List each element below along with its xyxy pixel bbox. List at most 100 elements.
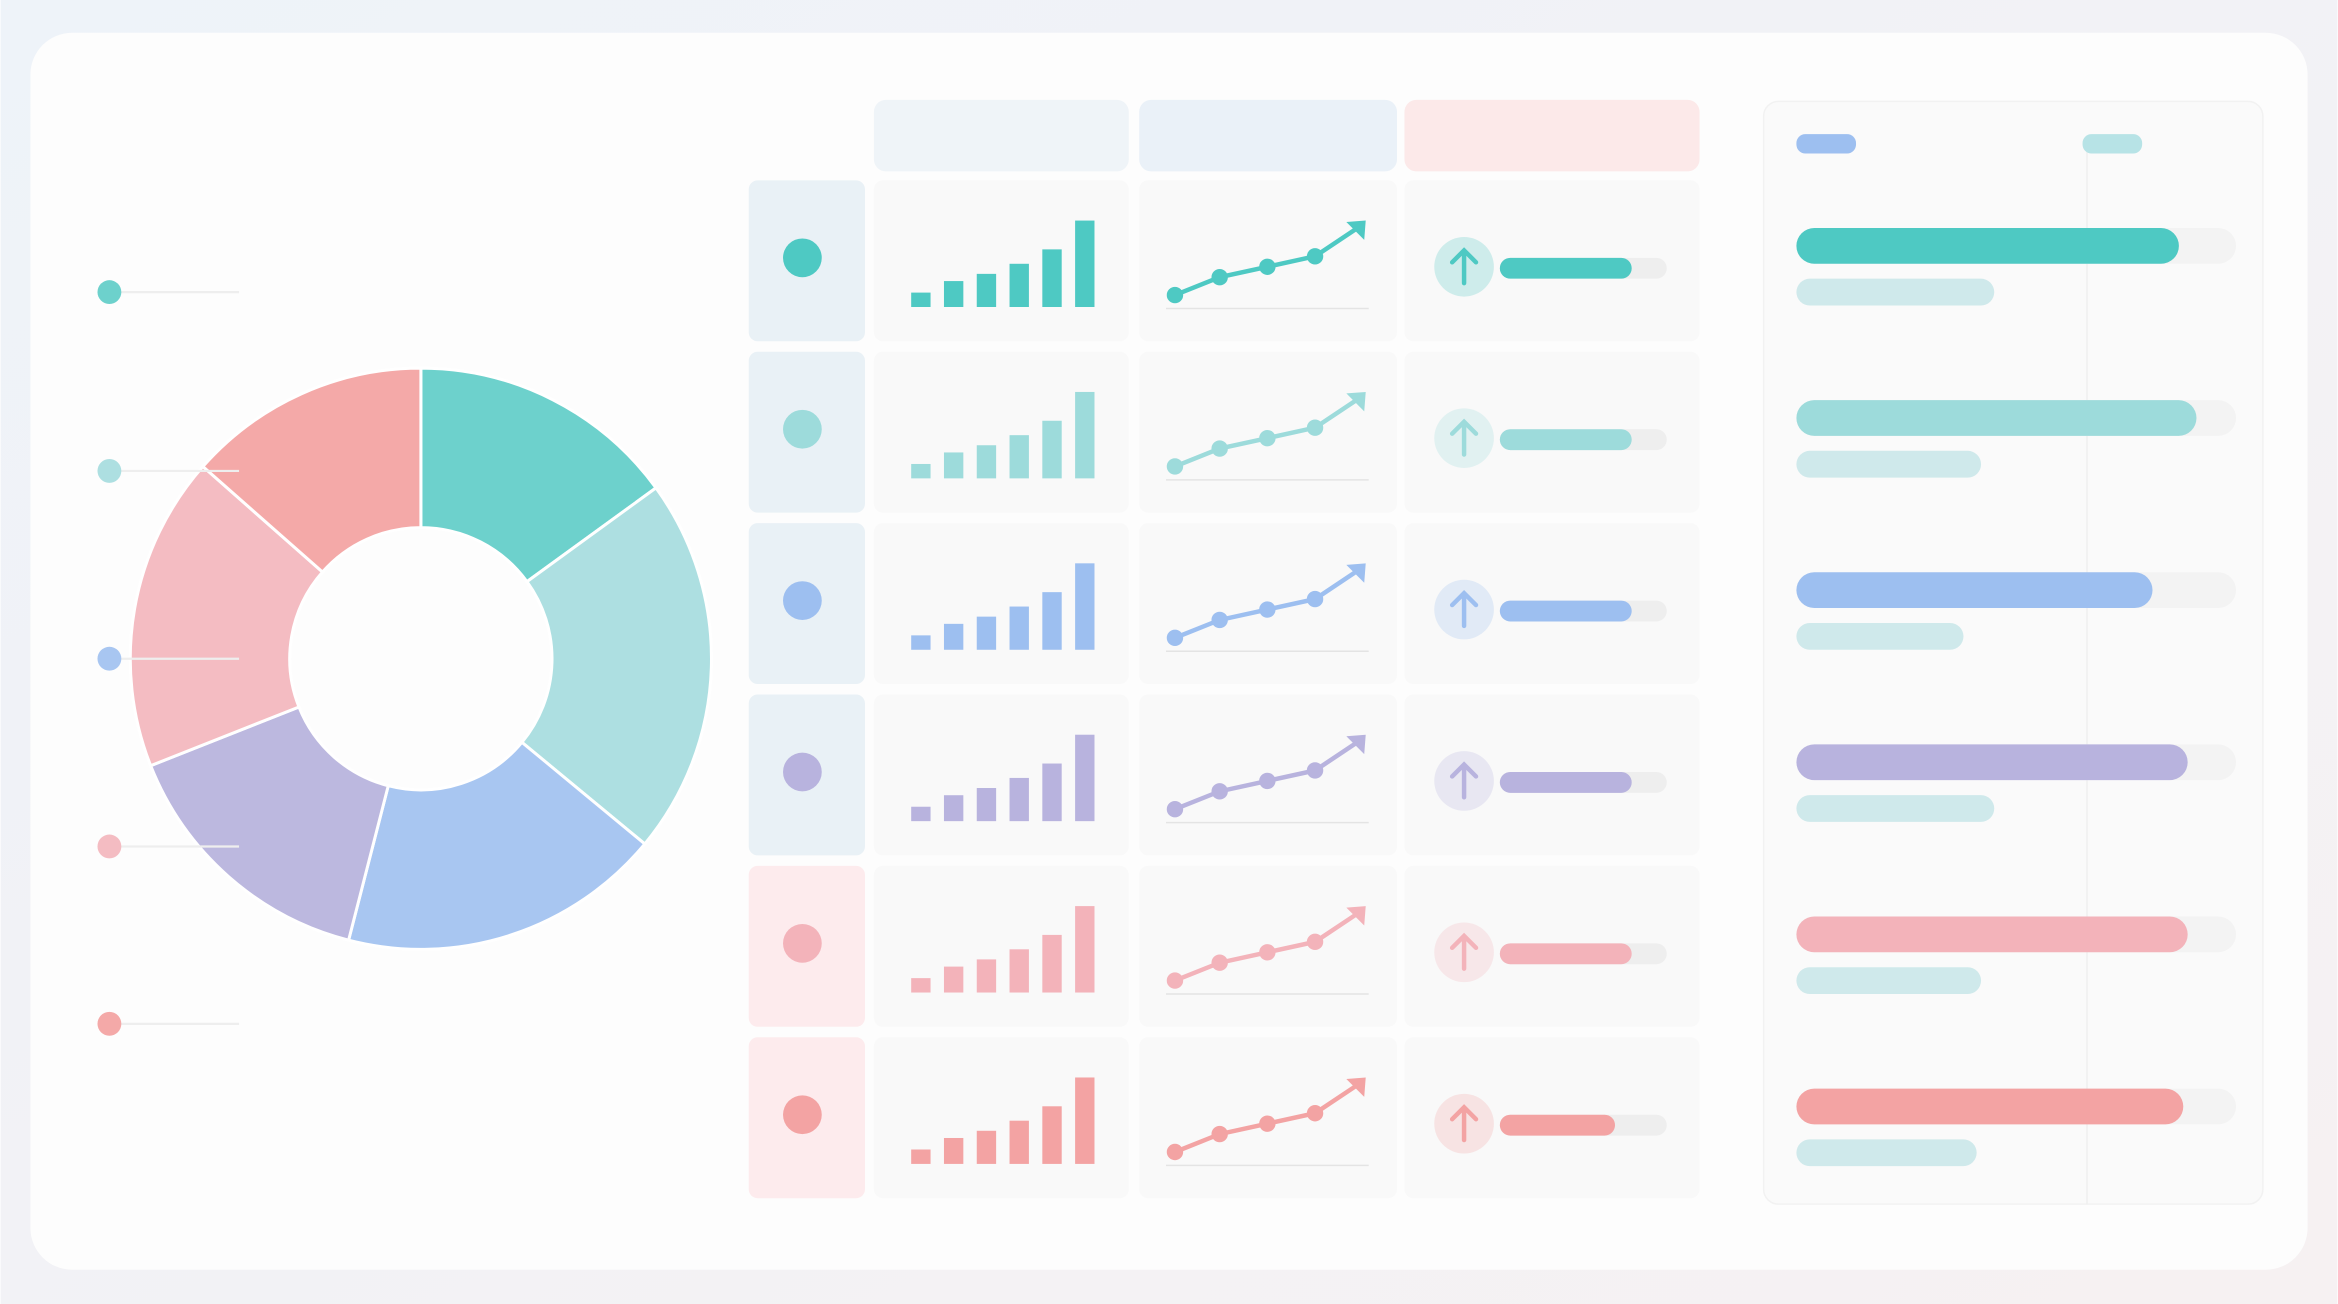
legend-dot bbox=[97, 834, 122, 859]
trend-point bbox=[1306, 933, 1324, 951]
mini-bar bbox=[911, 806, 931, 822]
row-icon bbox=[783, 238, 822, 278]
donut-segment bbox=[200, 366, 423, 575]
mini-bar bbox=[943, 795, 964, 822]
row-cell bbox=[873, 180, 1129, 342]
ranking-sub-bar bbox=[1796, 450, 1982, 478]
mini-bar bbox=[1042, 592, 1062, 650]
header-cell bbox=[1404, 99, 1700, 172]
ranking-sub-bar bbox=[1796, 1139, 1977, 1167]
mini-bar bbox=[976, 445, 997, 479]
trend-point bbox=[1306, 1105, 1324, 1122]
progress-fill bbox=[1499, 600, 1632, 622]
trend-point bbox=[1211, 611, 1228, 629]
trend-point bbox=[1211, 954, 1228, 971]
progress-fill bbox=[1499, 257, 1632, 279]
mini-bar bbox=[1009, 949, 1029, 993]
mini-bar bbox=[976, 273, 997, 307]
progress-arrow bbox=[1449, 1104, 1479, 1143]
trend-arrow bbox=[1346, 1077, 1366, 1097]
mini-bar bbox=[943, 623, 964, 650]
mini-bar bbox=[1009, 606, 1029, 650]
progress-arrow bbox=[1449, 932, 1479, 971]
ranking-bar bbox=[1796, 1088, 2184, 1125]
ranking-sub-bar bbox=[1796, 795, 1995, 822]
ranking-bar bbox=[1796, 744, 2188, 781]
trend-point bbox=[1166, 801, 1184, 818]
trend-point bbox=[1211, 440, 1228, 457]
trend-arrow bbox=[1346, 563, 1366, 583]
donut-segment bbox=[128, 464, 325, 768]
mini-bar bbox=[1075, 220, 1095, 307]
mini-bar bbox=[1075, 563, 1095, 650]
mini-bar bbox=[1042, 420, 1062, 479]
trend-point bbox=[1259, 1115, 1276, 1132]
trend-point bbox=[1259, 429, 1276, 447]
trend-point bbox=[1211, 783, 1228, 800]
legend-dot bbox=[97, 646, 122, 671]
trend-point bbox=[1306, 419, 1324, 436]
mini-bar bbox=[976, 616, 997, 650]
mini-bar bbox=[1075, 734, 1095, 822]
ranking-bar bbox=[1796, 228, 2179, 264]
trend-point bbox=[1166, 972, 1184, 989]
mini-bar bbox=[1075, 391, 1095, 479]
mini-bar bbox=[911, 978, 931, 993]
mini-bar bbox=[1042, 1106, 1062, 1164]
progress-fill bbox=[1499, 1114, 1616, 1136]
mini-bar bbox=[1009, 435, 1029, 479]
mini-bar bbox=[976, 959, 997, 993]
trend-point bbox=[1211, 268, 1228, 286]
header-cell bbox=[1139, 99, 1398, 172]
mini-bar bbox=[943, 966, 964, 993]
row-icon bbox=[783, 1095, 822, 1135]
legend-dot bbox=[97, 280, 122, 305]
row-cell bbox=[873, 694, 1129, 856]
progress-arrow bbox=[1449, 761, 1479, 800]
mini-bar bbox=[943, 452, 964, 479]
row-cell bbox=[873, 523, 1129, 685]
trend-point bbox=[1166, 629, 1184, 647]
trend-point bbox=[1166, 458, 1184, 475]
header-cell bbox=[873, 99, 1129, 172]
ranking-sub-bar bbox=[1796, 278, 1995, 306]
header-chip bbox=[2082, 134, 2143, 154]
ranking-sub-bar bbox=[1796, 967, 1982, 995]
progress-arrow bbox=[1449, 589, 1479, 629]
trend-arrow bbox=[1346, 906, 1366, 926]
trend-point bbox=[1259, 772, 1276, 790]
mini-bar bbox=[1042, 763, 1062, 822]
row-icon bbox=[783, 581, 822, 620]
trend-point bbox=[1306, 248, 1324, 265]
mini-bar bbox=[943, 281, 964, 307]
progress-fill bbox=[1499, 943, 1632, 965]
donut-segment bbox=[519, 485, 713, 847]
progress-fill bbox=[1499, 429, 1632, 451]
donut-segment bbox=[419, 366, 659, 584]
mini-bar bbox=[943, 1137, 964, 1164]
trend-point bbox=[1166, 286, 1184, 304]
ranking-panel bbox=[1762, 100, 2264, 1205]
mini-bar bbox=[911, 1149, 931, 1164]
trend-arrow bbox=[1346, 391, 1366, 412]
mini-bar bbox=[1042, 934, 1062, 993]
trend-point bbox=[1259, 258, 1276, 275]
row-icon bbox=[783, 409, 822, 449]
mini-bar bbox=[1075, 906, 1095, 993]
row-cell bbox=[873, 351, 1129, 513]
donut-segment bbox=[346, 740, 647, 951]
mini-bar bbox=[1075, 1077, 1095, 1164]
mini-bar bbox=[911, 635, 931, 650]
row-cell bbox=[873, 865, 1129, 1027]
row-icon bbox=[783, 923, 822, 963]
trend-point bbox=[1306, 590, 1324, 608]
mini-bar bbox=[1009, 263, 1029, 307]
ranking-bar bbox=[1796, 400, 2197, 436]
mini-bar bbox=[976, 1130, 997, 1164]
progress-arrow bbox=[1449, 247, 1479, 286]
mini-bar bbox=[976, 788, 997, 822]
mini-bar bbox=[911, 292, 931, 307]
trend-point bbox=[1259, 944, 1276, 961]
mini-bar bbox=[1009, 1120, 1029, 1164]
donut-segment bbox=[148, 705, 391, 942]
